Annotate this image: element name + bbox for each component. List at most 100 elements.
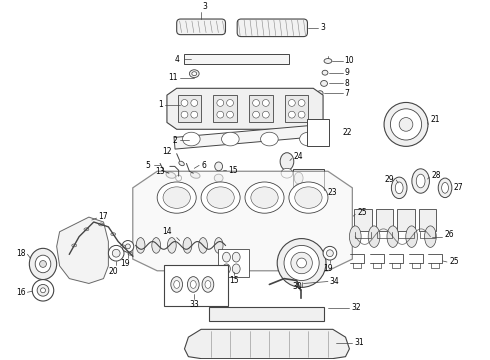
Ellipse shape: [29, 248, 57, 280]
Ellipse shape: [183, 238, 192, 253]
Ellipse shape: [207, 187, 234, 208]
Ellipse shape: [191, 111, 197, 118]
Text: 34: 34: [330, 277, 340, 286]
Ellipse shape: [406, 226, 417, 247]
Ellipse shape: [171, 276, 183, 292]
Ellipse shape: [189, 70, 199, 77]
Ellipse shape: [112, 249, 120, 257]
Bar: [178, 95, 201, 122]
Text: 18: 18: [16, 249, 25, 258]
Text: 29: 29: [385, 175, 394, 184]
Ellipse shape: [183, 132, 200, 146]
Ellipse shape: [205, 280, 211, 288]
Text: 24: 24: [294, 152, 303, 161]
Text: 23: 23: [328, 188, 338, 197]
Ellipse shape: [215, 162, 222, 171]
Ellipse shape: [191, 99, 197, 106]
Ellipse shape: [253, 111, 260, 118]
Ellipse shape: [128, 252, 133, 255]
Ellipse shape: [399, 118, 413, 131]
Text: 15: 15: [229, 276, 239, 285]
Ellipse shape: [72, 244, 76, 247]
Ellipse shape: [438, 178, 452, 198]
Ellipse shape: [222, 252, 230, 262]
Ellipse shape: [217, 99, 224, 106]
Text: 31: 31: [354, 338, 364, 347]
Text: 28: 28: [431, 171, 441, 180]
Ellipse shape: [226, 99, 233, 106]
Text: 2: 2: [173, 135, 178, 144]
Text: 15: 15: [228, 166, 238, 175]
Ellipse shape: [395, 182, 403, 194]
Ellipse shape: [217, 111, 224, 118]
Ellipse shape: [320, 81, 327, 86]
Ellipse shape: [253, 99, 260, 106]
Bar: [218, 249, 249, 276]
Ellipse shape: [192, 72, 196, 76]
Ellipse shape: [349, 226, 361, 247]
Ellipse shape: [168, 238, 176, 253]
Text: 25: 25: [450, 257, 460, 266]
Text: 4: 4: [175, 54, 180, 63]
Ellipse shape: [198, 238, 207, 253]
Bar: [249, 95, 272, 122]
Text: 14: 14: [162, 227, 172, 236]
Polygon shape: [167, 88, 323, 129]
Text: 33: 33: [189, 300, 199, 309]
Ellipse shape: [121, 245, 125, 248]
Bar: [307, 118, 329, 146]
Ellipse shape: [298, 99, 305, 106]
Text: 7: 7: [344, 89, 349, 98]
Ellipse shape: [392, 177, 407, 199]
Ellipse shape: [412, 169, 429, 193]
Bar: [397, 209, 415, 231]
Ellipse shape: [284, 246, 319, 280]
Ellipse shape: [84, 228, 89, 231]
Ellipse shape: [136, 238, 145, 253]
Bar: [285, 95, 308, 122]
Ellipse shape: [181, 111, 188, 118]
Text: 17: 17: [98, 212, 108, 221]
Ellipse shape: [277, 239, 326, 287]
Text: 6: 6: [201, 161, 206, 170]
Ellipse shape: [122, 240, 134, 252]
Polygon shape: [133, 171, 352, 271]
Ellipse shape: [323, 246, 337, 260]
Bar: [354, 209, 372, 231]
Text: 12: 12: [162, 147, 172, 156]
Ellipse shape: [326, 250, 333, 257]
Ellipse shape: [289, 182, 328, 213]
Bar: [184, 54, 289, 64]
Text: 25: 25: [357, 208, 367, 217]
Ellipse shape: [384, 103, 428, 147]
Text: 30: 30: [293, 283, 302, 292]
Ellipse shape: [190, 280, 196, 288]
Ellipse shape: [214, 174, 223, 182]
Polygon shape: [185, 329, 349, 359]
Ellipse shape: [214, 238, 223, 253]
Text: 8: 8: [344, 79, 349, 88]
Ellipse shape: [40, 261, 47, 267]
Ellipse shape: [232, 264, 240, 274]
Ellipse shape: [163, 187, 190, 208]
Ellipse shape: [416, 174, 425, 188]
Ellipse shape: [98, 223, 103, 226]
Text: 11: 11: [168, 73, 178, 82]
Text: 32: 32: [351, 303, 361, 312]
Ellipse shape: [41, 288, 46, 293]
Text: 3: 3: [202, 2, 207, 11]
Ellipse shape: [179, 161, 184, 166]
Ellipse shape: [232, 252, 240, 262]
Ellipse shape: [201, 182, 240, 213]
Text: 13: 13: [155, 167, 165, 176]
Ellipse shape: [111, 233, 116, 236]
Ellipse shape: [35, 255, 51, 273]
Ellipse shape: [441, 183, 448, 193]
Text: 22: 22: [343, 128, 352, 137]
Ellipse shape: [317, 91, 323, 96]
Ellipse shape: [281, 168, 293, 178]
Ellipse shape: [221, 132, 239, 146]
Text: 19: 19: [323, 264, 333, 273]
Bar: [214, 95, 237, 122]
Ellipse shape: [157, 182, 196, 213]
